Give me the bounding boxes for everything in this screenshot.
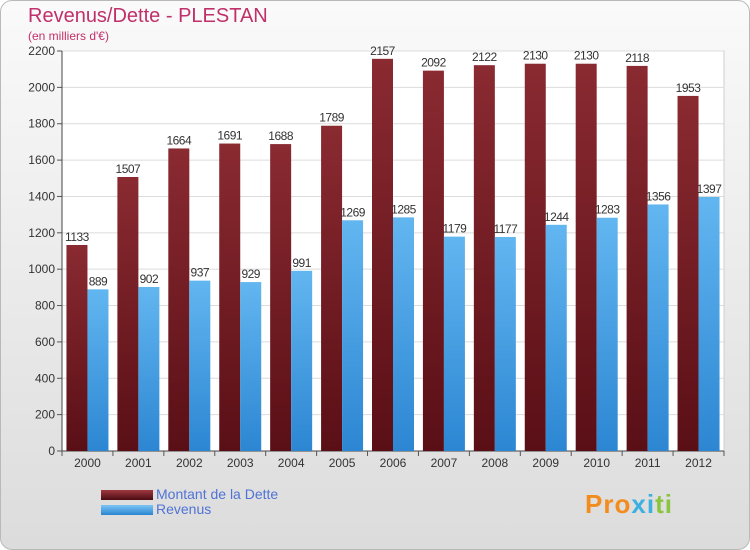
bar-revenue <box>291 270 313 451</box>
bar-debt <box>372 58 393 452</box>
proxiti-logo: Proxiti <box>585 489 673 520</box>
data-label-revenue: 937 <box>191 266 210 280</box>
data-label-revenue: 1356 <box>646 189 672 203</box>
x-tick-label: 2004 <box>278 456 305 470</box>
data-label-revenue: 889 <box>89 274 108 288</box>
bar-revenue <box>240 282 262 451</box>
y-tick-label: 1200 <box>28 226 55 240</box>
legend-label-revenue: Revenus <box>156 501 212 517</box>
data-label-debt: 2118 <box>625 51 650 65</box>
data-label-debt: 1953 <box>676 81 702 95</box>
y-tick-label: 1800 <box>28 117 55 131</box>
data-label-revenue: 1244 <box>544 210 570 224</box>
bar-revenue <box>596 217 618 451</box>
y-tick-label: 600 <box>35 335 55 349</box>
x-tick-label: 2010 <box>583 456 610 470</box>
data-label-debt: 2092 <box>421 56 447 70</box>
data-label-debt: 1691 <box>217 129 243 143</box>
data-label-revenue: 1397 <box>697 182 723 196</box>
logo-letter: r <box>603 489 615 519</box>
data-label-debt: 2157 <box>370 44 396 58</box>
x-tick-label: 2008 <box>481 456 508 470</box>
bar-debt <box>473 65 495 451</box>
y-tick-label: 1600 <box>28 153 55 167</box>
data-label-debt: 2130 <box>523 49 549 63</box>
data-label-revenue: 991 <box>292 256 311 270</box>
bar-revenue <box>393 217 414 451</box>
x-tick-label: 2003 <box>227 456 254 470</box>
data-label-debt: 1688 <box>268 129 294 143</box>
legend-swatch-debt <box>101 490 153 500</box>
data-label-debt: 2130 <box>574 49 600 63</box>
y-tick-label: 1000 <box>28 262 55 276</box>
y-tick-label: 0 <box>48 444 55 458</box>
data-label-revenue: 902 <box>140 272 159 286</box>
bar-debt <box>219 143 241 451</box>
x-tick-label: 2005 <box>329 456 356 470</box>
y-tick-label: 2000 <box>28 80 55 94</box>
bar-revenue <box>138 287 160 451</box>
bar-debt <box>117 177 139 451</box>
bar-revenue <box>698 197 720 451</box>
x-tick-label: 2012 <box>685 456 712 470</box>
logo-letter: P <box>585 489 604 519</box>
logo-letter: t <box>655 489 665 519</box>
y-tick-label: 400 <box>35 371 55 385</box>
logo-letter: x <box>631 489 647 519</box>
data-label-revenue: 1177 <box>493 222 518 236</box>
bar-revenue <box>494 237 516 451</box>
y-tick-label: 800 <box>35 299 55 313</box>
y-tick-label: 1400 <box>28 189 55 203</box>
data-label-revenue: 929 <box>241 267 260 281</box>
bar-revenue <box>647 204 669 451</box>
data-label-debt: 2122 <box>472 50 498 64</box>
bar-debt <box>66 245 88 451</box>
x-tick-label: 2011 <box>635 456 661 470</box>
bar-debt <box>422 70 444 452</box>
data-label-debt: 1664 <box>166 133 192 147</box>
bar-revenue <box>342 220 364 451</box>
data-label-revenue: 1179 <box>443 222 468 236</box>
y-tick-label: 200 <box>35 408 55 422</box>
bar-revenue <box>87 289 109 451</box>
chart-subtitle: (en milliers d'€) <box>28 29 109 43</box>
x-tick-label: 2002 <box>176 456 203 470</box>
data-label-debt: 1507 <box>116 162 142 176</box>
data-label-debt: 1789 <box>319 111 345 125</box>
legend-label-debt: Montant de la Dette <box>156 486 279 502</box>
y-tick-label: 2200 <box>28 44 55 58</box>
bar-debt <box>168 148 190 452</box>
bar-revenue <box>545 224 567 451</box>
bar-debt <box>677 95 699 451</box>
bar-debt <box>575 63 597 452</box>
bar-debt <box>626 65 648 451</box>
logo-letter: i <box>664 489 673 519</box>
logo-letter: i <box>646 489 656 519</box>
bar-revenue <box>443 236 465 451</box>
bar-debt <box>321 125 343 452</box>
bar-revenue <box>189 280 211 451</box>
chart-title: Revenus/Dette - PLESTAN <box>28 5 268 27</box>
data-label-revenue: 1269 <box>340 205 366 219</box>
data-label-revenue: 1285 <box>391 202 417 216</box>
legend-swatch-revenue <box>101 505 153 515</box>
x-tick-label: 2006 <box>380 456 407 470</box>
x-tick-label: 2009 <box>532 456 559 470</box>
x-tick-label: 2001 <box>125 456 152 470</box>
bar-debt <box>270 144 292 451</box>
logo-letter: o <box>614 489 632 519</box>
bar-debt <box>524 63 546 452</box>
x-tick-label: 2007 <box>431 456 458 470</box>
data-label-revenue: 1283 <box>595 203 621 217</box>
x-tick-label: 2000 <box>74 456 101 470</box>
data-label-debt: 1133 <box>65 230 90 244</box>
